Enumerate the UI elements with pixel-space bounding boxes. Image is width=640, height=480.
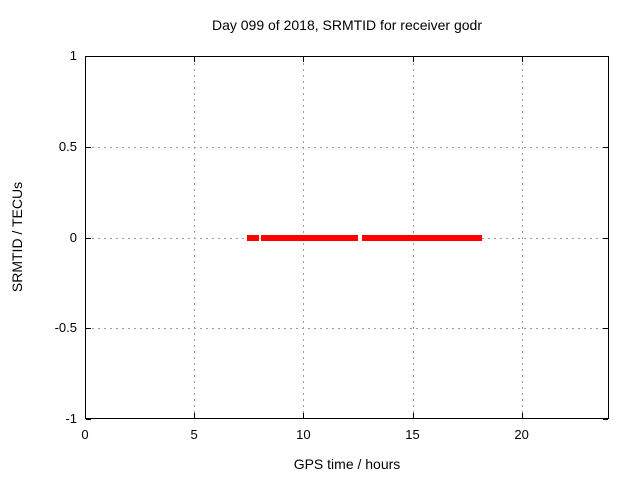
data-segment-srmtid-2 <box>260 234 358 241</box>
grid-line-y--0.5 <box>86 328 608 330</box>
y-tick-mark-left-0.5 <box>86 146 91 148</box>
x-tick-mark-bottom-15 <box>412 413 414 418</box>
x-tick-label-5: 5 <box>190 427 198 442</box>
x-axis-label: GPS time / hours <box>293 456 401 472</box>
x-tick-mark-bottom-5 <box>194 413 196 418</box>
x-tick-label-20: 20 <box>514 427 529 442</box>
y-tick-mark-right-0 <box>603 237 608 239</box>
x-tick-label-10: 10 <box>296 427 311 442</box>
y-tick-label-1: 1 <box>69 48 77 63</box>
y-tick-mark-left--0.5 <box>86 328 91 330</box>
y-tick-mark-left--1 <box>86 419 91 420</box>
x-tick-label-15: 15 <box>405 427 420 442</box>
y-tick-label-0.5: 0.5 <box>58 138 77 154</box>
x-tick-mark-bottom-20 <box>521 413 523 418</box>
y-tick-mark-right-0.5 <box>603 146 608 148</box>
chart-title: Day 099 of 2018, SRMTID for receiver god… <box>211 17 482 33</box>
y-tick-label-0: 0 <box>69 229 77 245</box>
x-tick-mark-top-0 <box>85 57 86 62</box>
y-tick-mark-left-0 <box>86 237 91 239</box>
y-tick-mark-left-1 <box>86 56 91 57</box>
y-tick-mark-right-1 <box>603 56 608 57</box>
y-tick-label--1: -1 <box>65 411 77 426</box>
data-segment-srmtid-3 <box>362 234 482 241</box>
x-tick-mark-top-5 <box>194 57 196 62</box>
x-tick-label-0: 0 <box>81 427 89 442</box>
y-tick-label--0.5: -0.5 <box>54 320 77 336</box>
y-tick-mark-right--1 <box>603 419 608 420</box>
x-tick-mark-top-15 <box>412 57 414 62</box>
x-tick-mark-top-20 <box>521 57 523 62</box>
data-segment-srmtid-1 <box>246 234 259 241</box>
x-tick-mark-bottom-0 <box>85 413 86 418</box>
grid-line-y-0.5 <box>86 146 608 148</box>
y-tick-mark-right--0.5 <box>603 328 608 330</box>
x-tick-mark-top-10 <box>303 57 305 62</box>
x-tick-mark-bottom-10 <box>303 413 305 418</box>
